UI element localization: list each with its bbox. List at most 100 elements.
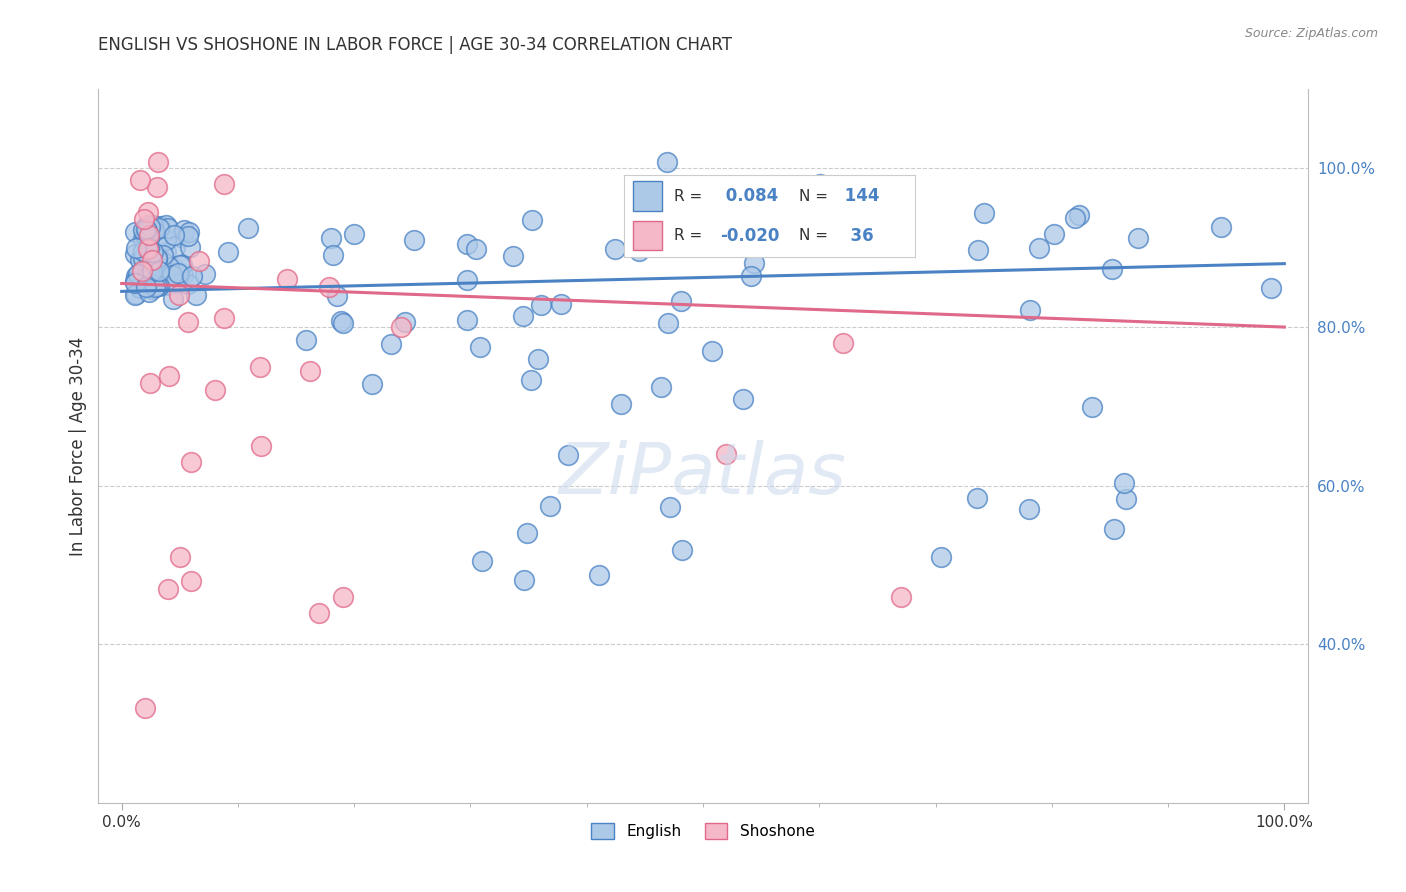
Point bbox=[471, 554, 494, 568]
Point bbox=[128, 253, 150, 268]
Point bbox=[966, 244, 988, 258]
Point bbox=[128, 173, 150, 187]
Point bbox=[318, 279, 340, 293]
Point bbox=[149, 219, 172, 234]
Point bbox=[135, 219, 157, 233]
Point bbox=[1018, 501, 1040, 516]
Point bbox=[146, 179, 169, 194]
Point bbox=[520, 213, 543, 227]
Point bbox=[157, 368, 180, 383]
Point bbox=[468, 341, 491, 355]
Point bbox=[783, 226, 806, 240]
Point bbox=[155, 245, 177, 260]
Point bbox=[142, 245, 165, 260]
Point bbox=[212, 310, 235, 325]
Point bbox=[181, 268, 204, 283]
Point bbox=[132, 212, 155, 227]
Point bbox=[132, 251, 155, 265]
Point bbox=[179, 240, 201, 254]
Point bbox=[308, 606, 330, 620]
Point bbox=[138, 252, 160, 266]
Point bbox=[1260, 281, 1282, 295]
Point bbox=[810, 178, 832, 192]
Point bbox=[139, 220, 162, 235]
Point bbox=[931, 550, 953, 565]
Point bbox=[669, 294, 692, 309]
Point bbox=[125, 241, 148, 255]
Point bbox=[512, 573, 534, 587]
Point bbox=[380, 337, 402, 351]
Point bbox=[124, 275, 146, 289]
Point bbox=[394, 315, 416, 329]
Point bbox=[456, 273, 478, 287]
Point bbox=[512, 310, 534, 324]
Point bbox=[127, 267, 149, 281]
Point bbox=[404, 233, 426, 247]
Point bbox=[163, 227, 186, 242]
Point bbox=[132, 223, 155, 237]
Point bbox=[169, 258, 191, 272]
Point bbox=[744, 256, 766, 270]
Point bbox=[700, 344, 723, 359]
Point bbox=[136, 256, 159, 270]
Point bbox=[173, 223, 195, 237]
Point bbox=[319, 231, 342, 245]
Point bbox=[131, 264, 153, 278]
Point bbox=[138, 274, 160, 288]
Point bbox=[456, 313, 478, 327]
Point bbox=[146, 251, 169, 265]
Point bbox=[149, 274, 172, 288]
Point bbox=[157, 260, 180, 274]
Point bbox=[330, 314, 353, 328]
Point bbox=[188, 254, 211, 268]
Text: ZiPatlas: ZiPatlas bbox=[560, 440, 846, 509]
Point bbox=[165, 261, 187, 276]
Point bbox=[139, 376, 162, 390]
Point bbox=[157, 278, 180, 293]
Point bbox=[139, 226, 162, 240]
Text: ENGLISH VS SHOSHONE IN LABOR FORCE | AGE 30-34 CORRELATION CHART: ENGLISH VS SHOSHONE IN LABOR FORCE | AGE… bbox=[98, 36, 733, 54]
Point bbox=[650, 379, 672, 393]
Point bbox=[180, 455, 202, 469]
Point bbox=[136, 205, 159, 219]
Point bbox=[973, 206, 995, 220]
Point bbox=[166, 266, 188, 280]
Point bbox=[162, 268, 184, 283]
Point bbox=[124, 246, 146, 260]
Point bbox=[146, 154, 169, 169]
Point bbox=[778, 198, 800, 212]
Point bbox=[731, 239, 754, 253]
Point bbox=[186, 288, 208, 302]
Point bbox=[610, 396, 633, 410]
Point bbox=[456, 236, 478, 251]
Legend: English, Shoshone: English, Shoshone bbox=[585, 817, 821, 845]
Point bbox=[143, 280, 166, 294]
Point bbox=[135, 280, 157, 294]
Point bbox=[141, 263, 163, 277]
Point bbox=[716, 447, 738, 461]
Point bbox=[204, 384, 226, 398]
Point bbox=[148, 279, 170, 293]
Point bbox=[169, 549, 191, 564]
Point bbox=[152, 248, 174, 262]
Point bbox=[550, 297, 572, 311]
Point bbox=[125, 269, 148, 284]
Point bbox=[1115, 491, 1137, 506]
Point bbox=[464, 242, 486, 256]
Point bbox=[212, 177, 235, 191]
Point bbox=[148, 240, 170, 254]
Point bbox=[217, 245, 239, 260]
Point bbox=[250, 439, 273, 453]
Point bbox=[659, 500, 682, 514]
Point bbox=[165, 275, 187, 289]
Point bbox=[1128, 230, 1150, 244]
Point bbox=[1063, 211, 1085, 225]
Point bbox=[194, 267, 217, 281]
Point bbox=[170, 229, 193, 244]
Point bbox=[326, 289, 349, 303]
Point bbox=[1067, 208, 1090, 222]
Point bbox=[142, 218, 165, 232]
Point bbox=[135, 224, 157, 238]
Point bbox=[177, 315, 200, 329]
Point bbox=[139, 259, 162, 273]
